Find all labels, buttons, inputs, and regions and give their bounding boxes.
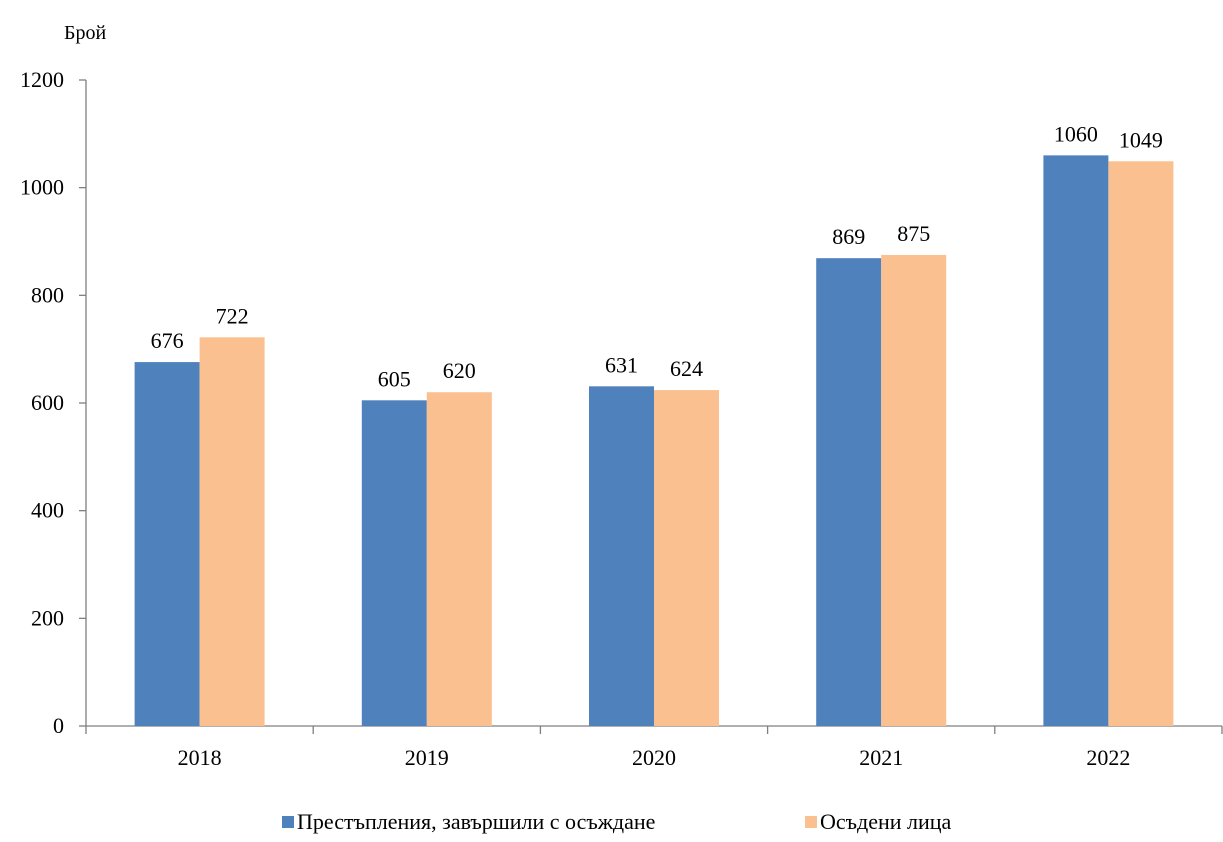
legend: Престъпления, завършили с осъждане Осъден… bbox=[282, 809, 952, 834]
data-label: 624 bbox=[670, 356, 703, 381]
data-label: 631 bbox=[605, 352, 638, 377]
x-tick-label: 2021 bbox=[859, 745, 903, 770]
y-tick-label: 1200 bbox=[20, 67, 64, 92]
x-tick-label: 2020 bbox=[632, 745, 676, 770]
x-tick-label: 2019 bbox=[405, 745, 449, 770]
y-tick-label: 200 bbox=[31, 605, 64, 630]
bar-crimes-2020 bbox=[589, 386, 654, 726]
bar-convicted-2022 bbox=[1108, 161, 1174, 726]
bar-convicted-2020 bbox=[654, 390, 719, 726]
legend-swatch bbox=[282, 816, 294, 828]
y-tick-label: 400 bbox=[31, 498, 64, 523]
y-axis-title: Брой bbox=[64, 22, 106, 44]
data-label: 722 bbox=[216, 303, 249, 328]
data-label: 875 bbox=[897, 221, 930, 246]
legend-label: Престъпления, завършили с осъждане bbox=[297, 809, 655, 834]
y-tick-label: 600 bbox=[31, 390, 64, 415]
y-tick-label: 1000 bbox=[20, 175, 64, 200]
x-tick-label: 2018 bbox=[178, 745, 222, 770]
bar-crimes-2019 bbox=[361, 400, 427, 726]
legend-label: Осъдени лица bbox=[820, 809, 952, 834]
bar-convicted-2019 bbox=[426, 392, 492, 726]
bar-crimes-2021 bbox=[816, 258, 882, 726]
x-tick-label: 2022 bbox=[1086, 745, 1130, 770]
bar-crimes-2022 bbox=[1043, 155, 1109, 726]
data-label: 869 bbox=[832, 224, 865, 249]
data-label: 620 bbox=[443, 358, 476, 383]
bar-crimes-2018 bbox=[134, 362, 200, 726]
bar-convicted-2018 bbox=[199, 337, 265, 726]
data-label: 1060 bbox=[1054, 121, 1098, 146]
y-tick-label: 0 bbox=[53, 713, 64, 738]
legend-swatch bbox=[805, 816, 817, 828]
plot-area: 0 200 400 600 800 1000 1200 676 722 2018 605 620 201… bbox=[20, 67, 1223, 770]
y-tick-label: 800 bbox=[31, 282, 64, 307]
bar-convicted-2021 bbox=[881, 254, 947, 727]
data-label: 676 bbox=[151, 328, 184, 353]
data-label: 605 bbox=[378, 366, 411, 391]
data-label: 1049 bbox=[1119, 127, 1163, 152]
